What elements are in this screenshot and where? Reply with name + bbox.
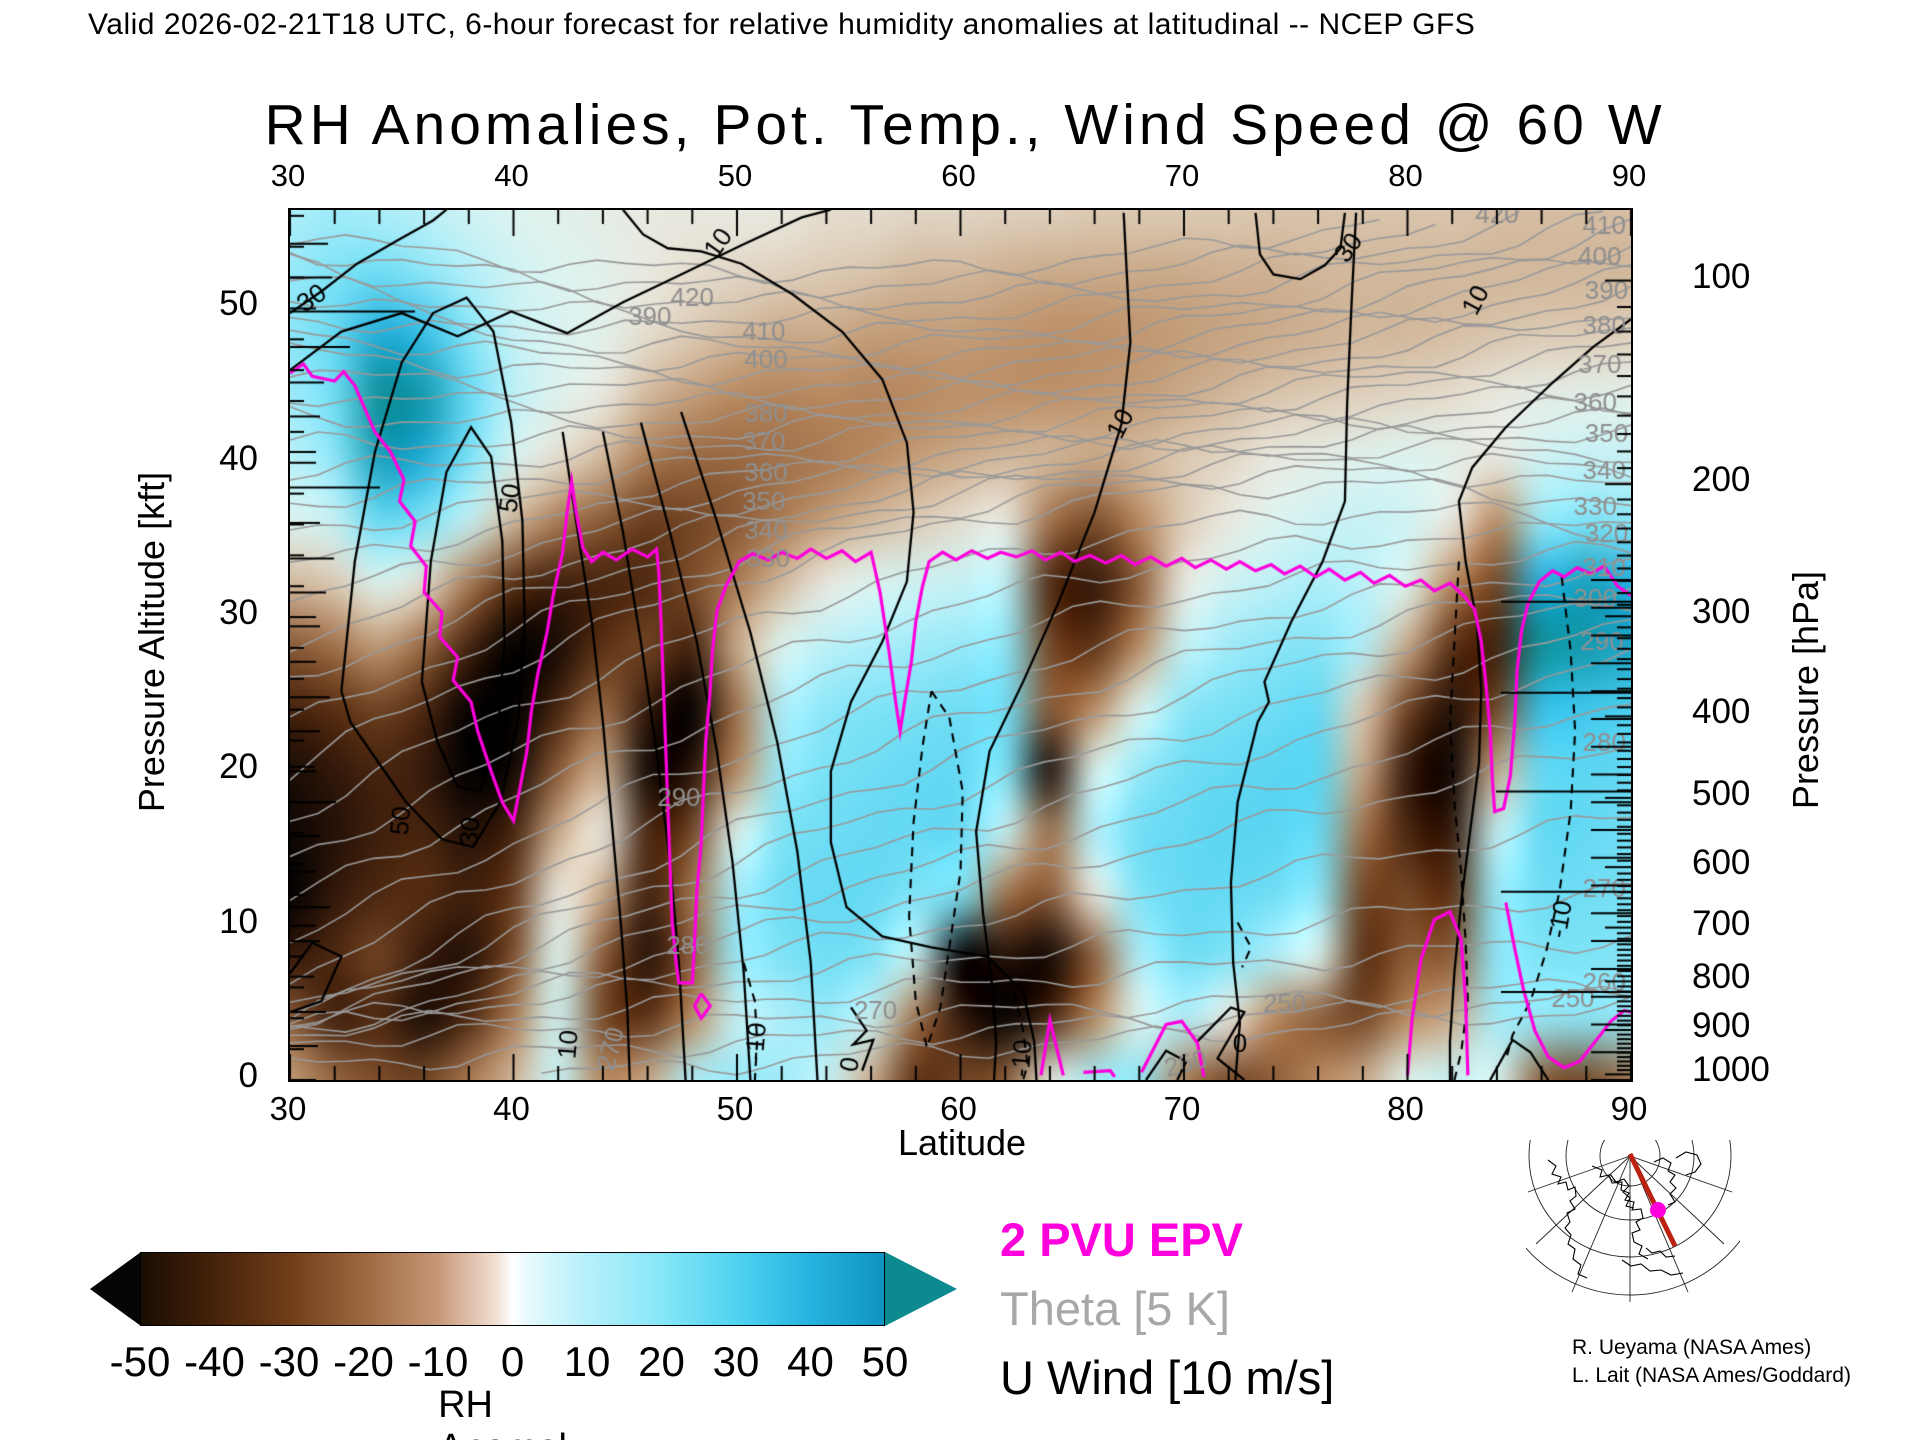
- top-tick-80: 80: [1388, 158, 1423, 193]
- colorbar-tick--30: -30: [258, 1338, 320, 1385]
- bottom-tick-60: 60: [940, 1090, 977, 1127]
- top-tick-50: 50: [717, 158, 753, 193]
- cross-section-line: [1627, 1152, 1678, 1248]
- left-tick-30: 30: [219, 593, 258, 633]
- right-tick-200: 200: [1692, 460, 1751, 500]
- x-axis-title: Latitude: [897, 1122, 1027, 1163]
- bottom-tick-90: 90: [1610, 1090, 1648, 1127]
- right-axis-title: Pressure [hPa]: [1785, 570, 1826, 810]
- right-tick-600: 600: [1692, 843, 1751, 883]
- colorbar-right-arrow: [885, 1252, 957, 1326]
- inset-map: [1526, 1140, 1740, 1302]
- left-tick-40: 40: [219, 438, 258, 478]
- credit-line-2: L. Lait (NASA Ames/Goddard): [1572, 1364, 1851, 1387]
- right-tick-900: 900: [1692, 1005, 1751, 1045]
- top-tick-60: 60: [941, 158, 976, 193]
- colorbar-title: RH Anomaly [%]: [438, 1384, 586, 1440]
- validity-header: Valid 2026-02-21T18 UTC, 6-hour forecast…: [88, 8, 1476, 41]
- top-tick-40: 40: [494, 158, 529, 193]
- left-tick-0: 0: [238, 1056, 258, 1095]
- colorbar-tick-0: 0: [500, 1338, 525, 1385]
- colorbar-tick-50: 50: [861, 1338, 909, 1385]
- colorbar-tick-30: 30: [712, 1338, 760, 1385]
- legend-uwind: U Wind [10 m/s]: [1000, 1351, 1335, 1404]
- left-tick-20: 20: [219, 747, 258, 787]
- right-tick-800: 800: [1692, 957, 1751, 997]
- colorbar-tick--10: -10: [407, 1338, 469, 1385]
- coastline: [1547, 1151, 1702, 1279]
- page-title: RH Anomalies, Pot. Temp., Wind Speed @ 6…: [264, 93, 1666, 157]
- legend-epv: 2 PVU EPV: [1000, 1213, 1243, 1266]
- bottom-tick-50: 50: [716, 1090, 754, 1127]
- left-tick-50: 50: [219, 284, 258, 324]
- credit-line-1: R. Ueyama (NASA Ames): [1572, 1336, 1812, 1359]
- left-axis-title: Pressure Altitude [kft]: [131, 471, 172, 813]
- colorbar-tick--40: -40: [184, 1338, 245, 1385]
- left-tick-10: 10: [219, 901, 258, 941]
- colorbar-tick-20: 20: [638, 1338, 685, 1385]
- colorbar-left-arrow: [90, 1252, 141, 1326]
- bottom-tick-80: 80: [1387, 1090, 1424, 1127]
- right-tick-100: 100: [1692, 256, 1751, 296]
- right-tick-700: 700: [1692, 903, 1751, 943]
- bottom-tick-40: 40: [493, 1090, 530, 1127]
- top-tick-70: 70: [1164, 158, 1200, 193]
- colorbar-tick--50: -50: [109, 1338, 171, 1385]
- plot-canvas: [290, 210, 1631, 1080]
- right-tick-300: 300: [1692, 592, 1751, 632]
- colorbar-tick-labels: -50 -40 -30 -20 -10 0 10 20 30 40 50: [110, 1338, 909, 1385]
- colorbar-tick-40: 40: [787, 1338, 834, 1385]
- right-tick-400: 400: [1692, 692, 1751, 732]
- bottom-tick-30: 30: [269, 1090, 307, 1127]
- cross-section-plot: [288, 208, 1633, 1082]
- right-tick-500: 500: [1692, 773, 1751, 813]
- right-tick-1000: 1000: [1692, 1050, 1770, 1090]
- colorbar-tick-10: 10: [563, 1338, 611, 1385]
- bottom-tick-70: 70: [1163, 1090, 1201, 1127]
- cross-section-point: [1650, 1202, 1666, 1218]
- colorbar-tick--20: -20: [333, 1338, 394, 1385]
- colorbar-gradient: [140, 1252, 885, 1326]
- legend-theta: Theta [5 K]: [1000, 1282, 1230, 1335]
- top-tick-30: 30: [270, 158, 306, 193]
- top-tick-90: 90: [1611, 158, 1647, 193]
